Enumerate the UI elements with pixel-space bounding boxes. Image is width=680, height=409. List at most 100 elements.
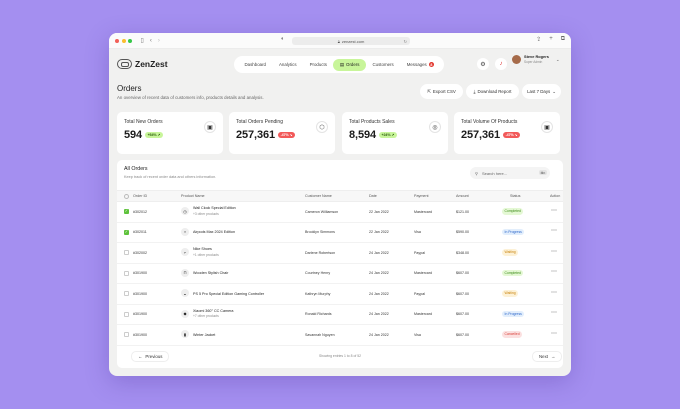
search-input[interactable]: ⚲ Search here... ⌘K xyxy=(470,167,550,179)
download-report-label: Download Report xyxy=(477,89,512,94)
table-row[interactable]: #301900 ◒ PS 5 Pro Special Edition Gaming … xyxy=(117,284,563,305)
archive-icon: ▣ xyxy=(541,121,553,133)
top-nav: ZenZest Dashboard Analytics Products ▤ O… xyxy=(109,49,571,79)
more-actions-icon[interactable]: ⋯ xyxy=(551,289,557,296)
export-csv-button[interactable]: ⇱ Export CSV xyxy=(420,84,463,99)
nav-dashboard[interactable]: Dashboard xyxy=(244,62,266,67)
search-shortcut: ⌘K xyxy=(538,170,547,176)
clock-icon: ◷ xyxy=(181,207,189,215)
stat-card-orders-pending: Total Orders Pending 257,361 -47% ↘ ⬡ xyxy=(229,112,335,154)
export-csv-label: Export CSV xyxy=(432,89,456,94)
orders-subtitle: Keep track of recent order data and othe… xyxy=(124,175,217,179)
customer-name: Courtney Henry xyxy=(305,271,331,275)
stat-label: Total Orders Pending xyxy=(236,119,283,125)
order-id: #302011 xyxy=(133,230,147,234)
order-date: 22 Jan 2022 xyxy=(369,209,389,214)
stat-value: 257,361 xyxy=(461,129,501,141)
customer-name: Savannah Nguyen xyxy=(305,332,335,337)
more-actions-icon[interactable]: ⋯ xyxy=(551,248,557,255)
product-more: +1 other products xyxy=(193,252,219,257)
address-bar[interactable]: 🔒︎ zenzest.com ↻ xyxy=(292,37,410,45)
period-select[interactable]: Last 7 Days ⌄ xyxy=(522,84,561,99)
row-checkbox[interactable] xyxy=(124,311,129,317)
payment-method: Visa xyxy=(414,230,421,234)
close-window-button[interactable] xyxy=(115,38,119,43)
customer-name: Kathryn Murphy xyxy=(305,291,331,296)
col-status[interactable]: Status xyxy=(510,194,521,198)
more-actions-icon[interactable]: ⋯ xyxy=(551,228,557,234)
next-page-button[interactable]: Next → xyxy=(532,351,563,362)
more-actions-icon[interactable]: ⋯ xyxy=(551,269,557,275)
product-name: Wall Clock Special Edition xyxy=(193,206,236,210)
download-report-button[interactable]: ⤓ Download Report xyxy=(466,84,519,99)
col-date[interactable]: Date xyxy=(369,194,377,198)
nav-products[interactable]: Products xyxy=(309,62,327,67)
export-icon: ⇱ xyxy=(427,88,431,94)
col-order-id[interactable]: Order ID xyxy=(133,194,148,198)
more-actions-icon[interactable]: ⋯ xyxy=(551,330,557,337)
product-name: Xiaomi 360° CC Camera xyxy=(193,308,234,313)
back-icon[interactable]: ‹ xyxy=(149,37,152,44)
col-customer-name[interactable]: Customer Name xyxy=(305,194,332,198)
row-checkbox[interactable] xyxy=(124,332,129,337)
brand-logo[interactable]: ZenZest xyxy=(117,59,168,69)
more-actions-icon[interactable]: ⋯ xyxy=(551,207,557,214)
orders-title: All Orders xyxy=(124,166,148,172)
row-checkbox[interactable] xyxy=(124,270,129,276)
tabs-overview-icon[interactable]: ⧉ xyxy=(560,36,565,42)
col-payment[interactable]: Payment xyxy=(414,194,429,198)
stat-card-products-sales: Total Products Sales 8,594 +24% ↗ ◎ xyxy=(342,112,448,154)
customer-name: Ronald Richards xyxy=(305,312,332,316)
select-all-checkbox[interactable] xyxy=(124,194,129,199)
download-icon: ⤓ xyxy=(473,89,476,94)
notification-bell-icon[interactable]: ♪ xyxy=(495,58,507,70)
table-row[interactable]: #302002 ⌐ Nike Shoes +1 other products Darle… xyxy=(117,243,563,264)
stat-value: 8,594 xyxy=(349,129,377,141)
user-menu[interactable]: Steve Rogers Super Admin ⌄ xyxy=(512,54,560,64)
product-name: Winter Jacket xyxy=(193,332,216,337)
nav-orders[interactable]: ▤ Orders xyxy=(333,58,366,71)
minimize-window-button[interactable] xyxy=(121,38,126,43)
order-id: #302002 xyxy=(133,250,147,255)
previous-page-button[interactable]: ← Previous xyxy=(131,351,170,362)
settings-icon[interactable]: ⚙ xyxy=(477,58,489,70)
order-amount: $121.00 xyxy=(456,209,469,214)
nav-messages[interactable]: Messages 8 xyxy=(400,59,440,70)
row-checkbox[interactable] xyxy=(124,250,129,255)
stat-card-volume-products: Total Volume Of Products 257,361 -47% ↘ ▣ xyxy=(454,112,560,154)
zoom-window-button[interactable] xyxy=(128,38,132,43)
gamepad-icon: ◒ xyxy=(181,289,189,297)
jacket-icon: ▮ xyxy=(181,330,189,338)
nav-analytics[interactable]: Analytics xyxy=(278,62,297,67)
reload-icon[interactable]: ↻ xyxy=(403,38,407,44)
stat-change-down: -47% ↘ xyxy=(278,131,295,139)
privacy-shield-icon[interactable]: ◐ xyxy=(281,36,285,42)
col-amount[interactable]: Amount xyxy=(456,194,469,198)
share-icon[interactable]: ⇪ xyxy=(536,37,542,43)
table-row[interactable]: #302012 ◷ Wall Clock Special Edition+3 oth… xyxy=(117,202,563,223)
table-row[interactable]: #301900 ▮ Winter Jacket Savannah Nguyen 24 J… xyxy=(117,325,563,346)
more-actions-icon[interactable]: ⋯ xyxy=(551,310,557,316)
new-tab-icon[interactable]: + xyxy=(549,36,553,42)
search-icon: ⚲ xyxy=(475,170,478,176)
row-checkbox[interactable] xyxy=(124,208,129,214)
order-date: 24 Jan 2022 xyxy=(369,332,389,337)
payment-method: Mastercard xyxy=(414,312,432,316)
page-title: Orders xyxy=(117,84,142,93)
next-label: Next xyxy=(539,354,549,359)
nav-customers[interactable]: Customers xyxy=(372,62,394,67)
table-row[interactable]: #301900 ⊓ Wooden Stylish Chair Courtney Hen… xyxy=(117,264,563,284)
logo-icon xyxy=(117,59,132,69)
row-checkbox[interactable] xyxy=(124,229,129,235)
table-row[interactable]: #302011 ∩ Airpods Max 2024 Edition Brooklyn… xyxy=(117,223,563,243)
camera-icon: ◆ xyxy=(181,309,189,318)
col-action: Action xyxy=(550,194,561,198)
forward-icon[interactable]: › xyxy=(157,37,160,44)
stat-card-new-orders: Total New Orders 594 +54% ↗ ▣ xyxy=(117,112,223,154)
col-product-name[interactable]: Product Name xyxy=(181,194,205,198)
package-icon: ⬡ xyxy=(316,121,328,133)
row-checkbox[interactable] xyxy=(124,291,129,296)
product-more: +7 other products xyxy=(193,314,219,319)
table-row[interactable]: #301900 ◆ Xiaomi 360° CC Camera +7 other pr… xyxy=(117,305,563,325)
sidebar-toggle-icon[interactable]: ▯ xyxy=(140,37,144,44)
